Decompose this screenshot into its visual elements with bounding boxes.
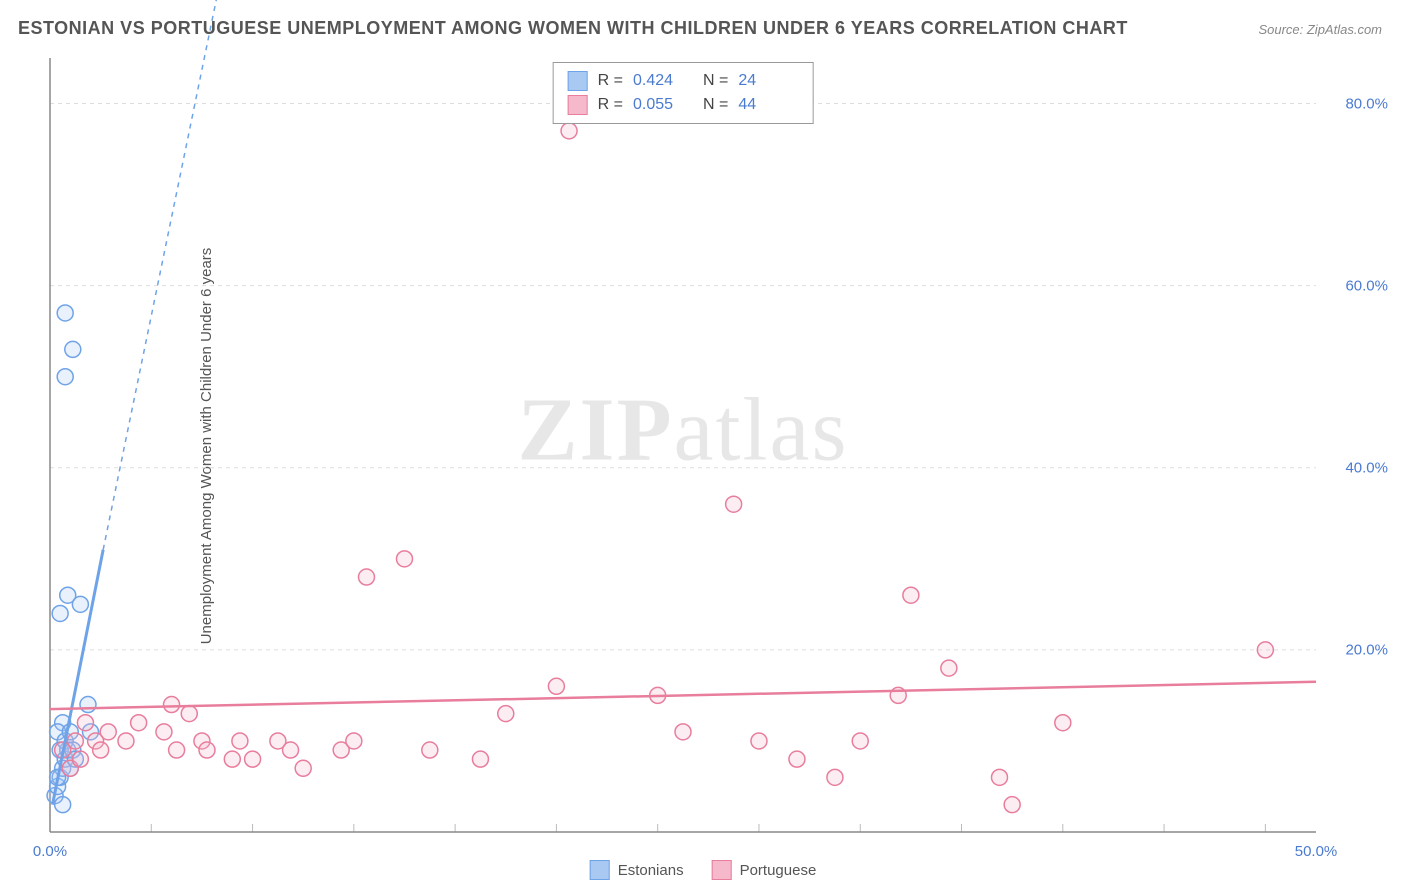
legend-swatch: [590, 860, 610, 880]
r-label: R =: [598, 93, 623, 117]
source-attribution: Source: ZipAtlas.com: [1258, 22, 1382, 37]
n-label: N =: [703, 69, 728, 93]
r-label: R =: [598, 69, 623, 93]
correlation-legend: R = 0.424 N = 24 R = 0.055 N = 44: [553, 62, 814, 124]
y-tick-label: 60.0%: [1345, 277, 1388, 294]
x-tick-label: 0.0%: [33, 843, 67, 860]
series-legend-item: Estonians: [590, 860, 684, 880]
legend-swatch: [568, 95, 588, 115]
page-title: ESTONIAN VS PORTUGUESE UNEMPLOYMENT AMON…: [18, 18, 1128, 39]
n-value: 24: [738, 69, 798, 93]
n-value: 44: [738, 93, 798, 117]
r-value: 0.424: [633, 69, 693, 93]
series-legend-item: Portuguese: [712, 860, 817, 880]
legend-swatch: [712, 860, 732, 880]
y-tick-label: 80.0%: [1345, 95, 1388, 112]
r-value: 0.055: [633, 93, 693, 117]
series-legend-label: Estonians: [618, 862, 684, 879]
y-tick-label: 20.0%: [1345, 641, 1388, 658]
series-legend: Estonians Portuguese: [590, 860, 817, 880]
x-tick-label: 50.0%: [1295, 843, 1338, 860]
legend-swatch: [568, 71, 588, 91]
scatter-plot: [50, 58, 1316, 832]
y-tick-label: 40.0%: [1345, 459, 1388, 476]
correlation-legend-row: R = 0.055 N = 44: [568, 93, 799, 117]
correlation-legend-row: R = 0.424 N = 24: [568, 69, 799, 93]
n-label: N =: [703, 93, 728, 117]
chart-area: ZIPatlas 20.0%40.0%60.0%80.0% 0.0%50.0% …: [50, 58, 1316, 832]
series-legend-label: Portuguese: [740, 862, 817, 879]
